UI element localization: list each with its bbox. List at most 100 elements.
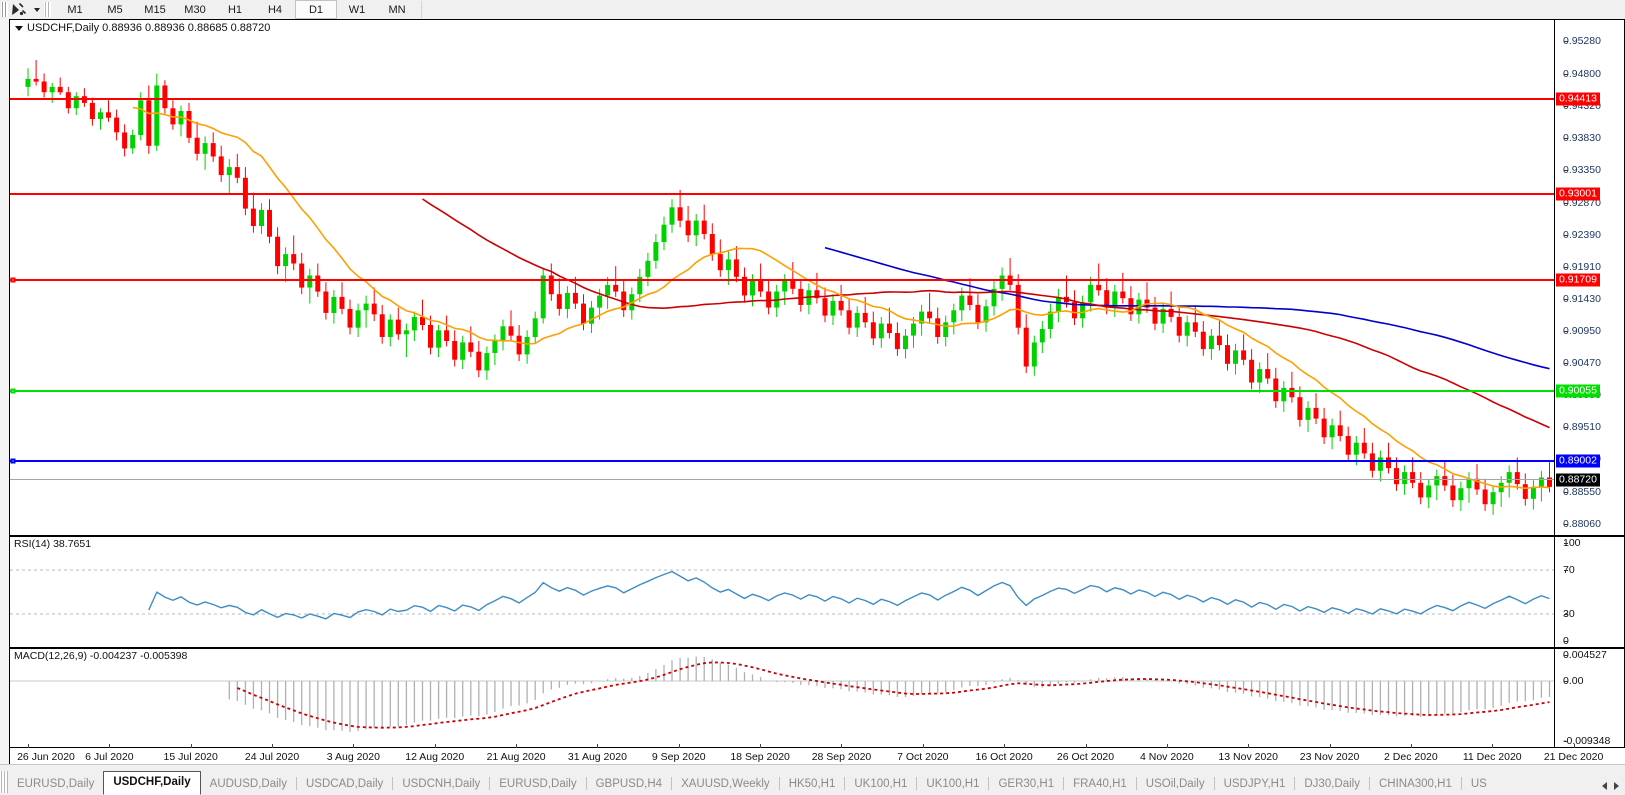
tab-divider bbox=[671, 777, 673, 790]
resistance-line-3-anchor[interactable] bbox=[10, 277, 16, 283]
bid-price-badge[interactable]: 0.88720 bbox=[1556, 473, 1600, 487]
chart-tab-usdcad-daily[interactable]: USDCAD,Daily bbox=[305, 778, 384, 790]
rsi-pane[interactable]: RSI(14) 38.7651 100 70 30 0 bbox=[9, 536, 1625, 648]
date-tick-mark bbox=[190, 744, 192, 748]
toolbar-separator bbox=[44, 2, 51, 17]
arrow-right-icon[interactable] bbox=[1614, 782, 1619, 790]
chart-tab-usdchf-daily[interactable]: USDCHF,Daily bbox=[103, 771, 201, 795]
date-tick-mark bbox=[1004, 744, 1006, 748]
date-tick-mark bbox=[1410, 744, 1412, 748]
date-tick-mark bbox=[760, 744, 762, 748]
rsi-scale: 100 70 30 0 bbox=[1554, 537, 1624, 647]
support-line-anchor[interactable] bbox=[10, 388, 16, 394]
price-scale[interactable]: 0.952800.948000.943200.938300.933500.928… bbox=[1554, 20, 1624, 535]
date-tick-label: 3 Aug 2020 bbox=[326, 751, 380, 763]
date-tick-mark bbox=[922, 744, 924, 748]
tab-divider bbox=[585, 777, 587, 790]
resistance-line-1[interactable] bbox=[10, 98, 1554, 101]
bid-line[interactable] bbox=[10, 479, 1554, 481]
date-tick-mark bbox=[1573, 744, 1575, 748]
chart-tab-uk100-h1[interactable]: UK100,H1 bbox=[926, 778, 980, 790]
timeframe-h1[interactable]: H1 bbox=[227, 3, 243, 16]
resistance-1-badge[interactable]: 0.94413 bbox=[1556, 92, 1600, 106]
chart-tab-eurusd-daily[interactable]: EURUSD,Daily bbox=[17, 778, 95, 790]
price-tick: 0.93350 bbox=[1563, 164, 1601, 177]
macd-plot[interactable] bbox=[10, 649, 1554, 747]
chart-tab-usoil-daily[interactable]: USOil,Daily bbox=[1145, 778, 1205, 790]
macd-tick: 0.004527 bbox=[1563, 649, 1607, 661]
macd-pane[interactable]: MACD(12,26,9) -0.004237 -0.005398 0.0045… bbox=[9, 648, 1625, 748]
timeframe-m15[interactable]: M15 bbox=[144, 3, 166, 16]
rsi-tick: 30 bbox=[1563, 608, 1575, 620]
pivot-badge[interactable]: 0.89002 bbox=[1556, 454, 1600, 468]
timeframe-m30[interactable]: M30 bbox=[184, 3, 206, 16]
chart-tab-xauusd-weekly[interactable]: XAUUSD,Weekly bbox=[681, 778, 770, 790]
pivot-line-anchor[interactable] bbox=[10, 458, 16, 464]
rsi-tick: 0 bbox=[1555, 635, 1569, 647]
timeframe-group: M1 M5 M15 M30 H1 H4 D1 W1 MN bbox=[55, 0, 417, 19]
rsi-tick: 70 bbox=[1563, 564, 1575, 576]
chart-tab-hk50-h1[interactable]: HK50,H1 bbox=[788, 778, 836, 790]
date-tick-mark bbox=[353, 744, 355, 748]
resistance-line-2[interactable] bbox=[10, 192, 1554, 195]
date-tick-label: 21 Aug 2020 bbox=[486, 751, 546, 763]
date-tick-label: 7 Oct 2020 bbox=[897, 751, 949, 763]
chart-tab-us[interactable]: US bbox=[1470, 778, 1487, 790]
chart-tab-gbpusd-h4[interactable]: GBPUSD,H4 bbox=[595, 778, 663, 790]
price-tick: 0.90950 bbox=[1563, 325, 1601, 337]
chart-tab-fra40-h1[interactable]: FRA40,H1 bbox=[1073, 778, 1127, 790]
tab-nav bbox=[1598, 782, 1625, 795]
rsi-label: RSI(14) 38.7651 bbox=[14, 538, 92, 550]
date-tick-mark bbox=[516, 744, 518, 748]
price-pane[interactable]: USDCHF,Daily 0.88936 0.88936 0.88685 0.8… bbox=[9, 19, 1625, 536]
tabbar-drag-handle[interactable] bbox=[0, 771, 8, 793]
date-tick-mark bbox=[28, 744, 29, 748]
date-tick-label: 21 Dec 2020 bbox=[1543, 751, 1604, 763]
macd-scale: 0.004527 0.00 -0.009348 bbox=[1554, 649, 1624, 747]
macd-tick: 0.00 bbox=[1563, 674, 1584, 687]
date-tick-label: 16 Oct 2020 bbox=[975, 751, 1033, 763]
chart-tab-china300-h1[interactable]: CHINA300,H1 bbox=[1378, 778, 1452, 790]
chart-collapse-icon[interactable] bbox=[15, 25, 23, 31]
rsi-plot[interactable] bbox=[10, 537, 1554, 647]
resistance-3-badge[interactable]: 0.91709 bbox=[1556, 273, 1600, 287]
chart-tab-dj30-daily[interactable]: DJ30,Daily bbox=[1304, 778, 1360, 790]
support-badge[interactable]: 0.90055 bbox=[1556, 384, 1600, 398]
chevron-down-icon[interactable] bbox=[32, 1, 42, 18]
date-tick-label: 18 Sep 2020 bbox=[730, 751, 790, 763]
top-toolbar: M1 M5 M15 M30 H1 H4 D1 W1 MN bbox=[0, 0, 1625, 20]
date-tick-mark bbox=[1085, 744, 1087, 748]
timeframe-mn[interactable]: MN bbox=[388, 3, 406, 16]
toolbar-drag-handle[interactable] bbox=[1, 2, 8, 17]
tab-divider bbox=[844, 777, 846, 790]
price-plot[interactable] bbox=[10, 20, 1554, 535]
arrow-left-icon[interactable] bbox=[1602, 782, 1607, 790]
date-tick-label: 26 Oct 2020 bbox=[1056, 751, 1115, 763]
tab-divider bbox=[1294, 777, 1296, 790]
timeframe-w1[interactable]: W1 bbox=[348, 3, 366, 16]
date-tick-label: 2 Dec 2020 bbox=[1384, 751, 1438, 763]
chart-tab-usdcnh-daily[interactable]: USDCNH,Daily bbox=[402, 778, 481, 790]
price-tick: 0.91430 bbox=[1563, 292, 1601, 305]
chart-area: USDCHF,Daily 0.88936 0.88936 0.88685 0.8… bbox=[0, 19, 1625, 770]
tab-divider bbox=[392, 777, 394, 790]
resistance-2-badge[interactable]: 0.93001 bbox=[1556, 187, 1600, 201]
chart-tab-audusd-daily[interactable]: AUDUSD,Daily bbox=[209, 778, 287, 790]
timeframe-m5[interactable]: M5 bbox=[107, 3, 123, 16]
date-tick-label: 11 Dec 2020 bbox=[1462, 751, 1522, 763]
timeframe-m1[interactable]: M1 bbox=[67, 3, 83, 16]
cursor-crosshair-icon[interactable] bbox=[10, 1, 32, 18]
resistance-line-3[interactable] bbox=[10, 279, 1554, 282]
timeframe-d1[interactable]: D1 bbox=[295, 0, 337, 19]
support-line[interactable] bbox=[10, 389, 1554, 392]
date-tick-label: 26 Jun 2020 bbox=[17, 751, 75, 763]
pivot-line[interactable] bbox=[10, 460, 1554, 463]
date-tick-mark bbox=[1329, 744, 1331, 748]
chart-tab-usdjpy-h1[interactable]: USDJPY,H1 bbox=[1223, 778, 1286, 790]
price-tick: 0.89510 bbox=[1563, 421, 1601, 434]
date-tick-mark bbox=[597, 744, 599, 748]
chart-tab-uk100-h1[interactable]: UK100,H1 bbox=[854, 778, 908, 790]
chart-tab-ger30-h1[interactable]: GER30,H1 bbox=[998, 778, 1055, 790]
timeframe-h4[interactable]: H4 bbox=[267, 3, 283, 16]
chart-tab-eurusd-daily[interactable]: EURUSD,Daily bbox=[499, 778, 577, 790]
